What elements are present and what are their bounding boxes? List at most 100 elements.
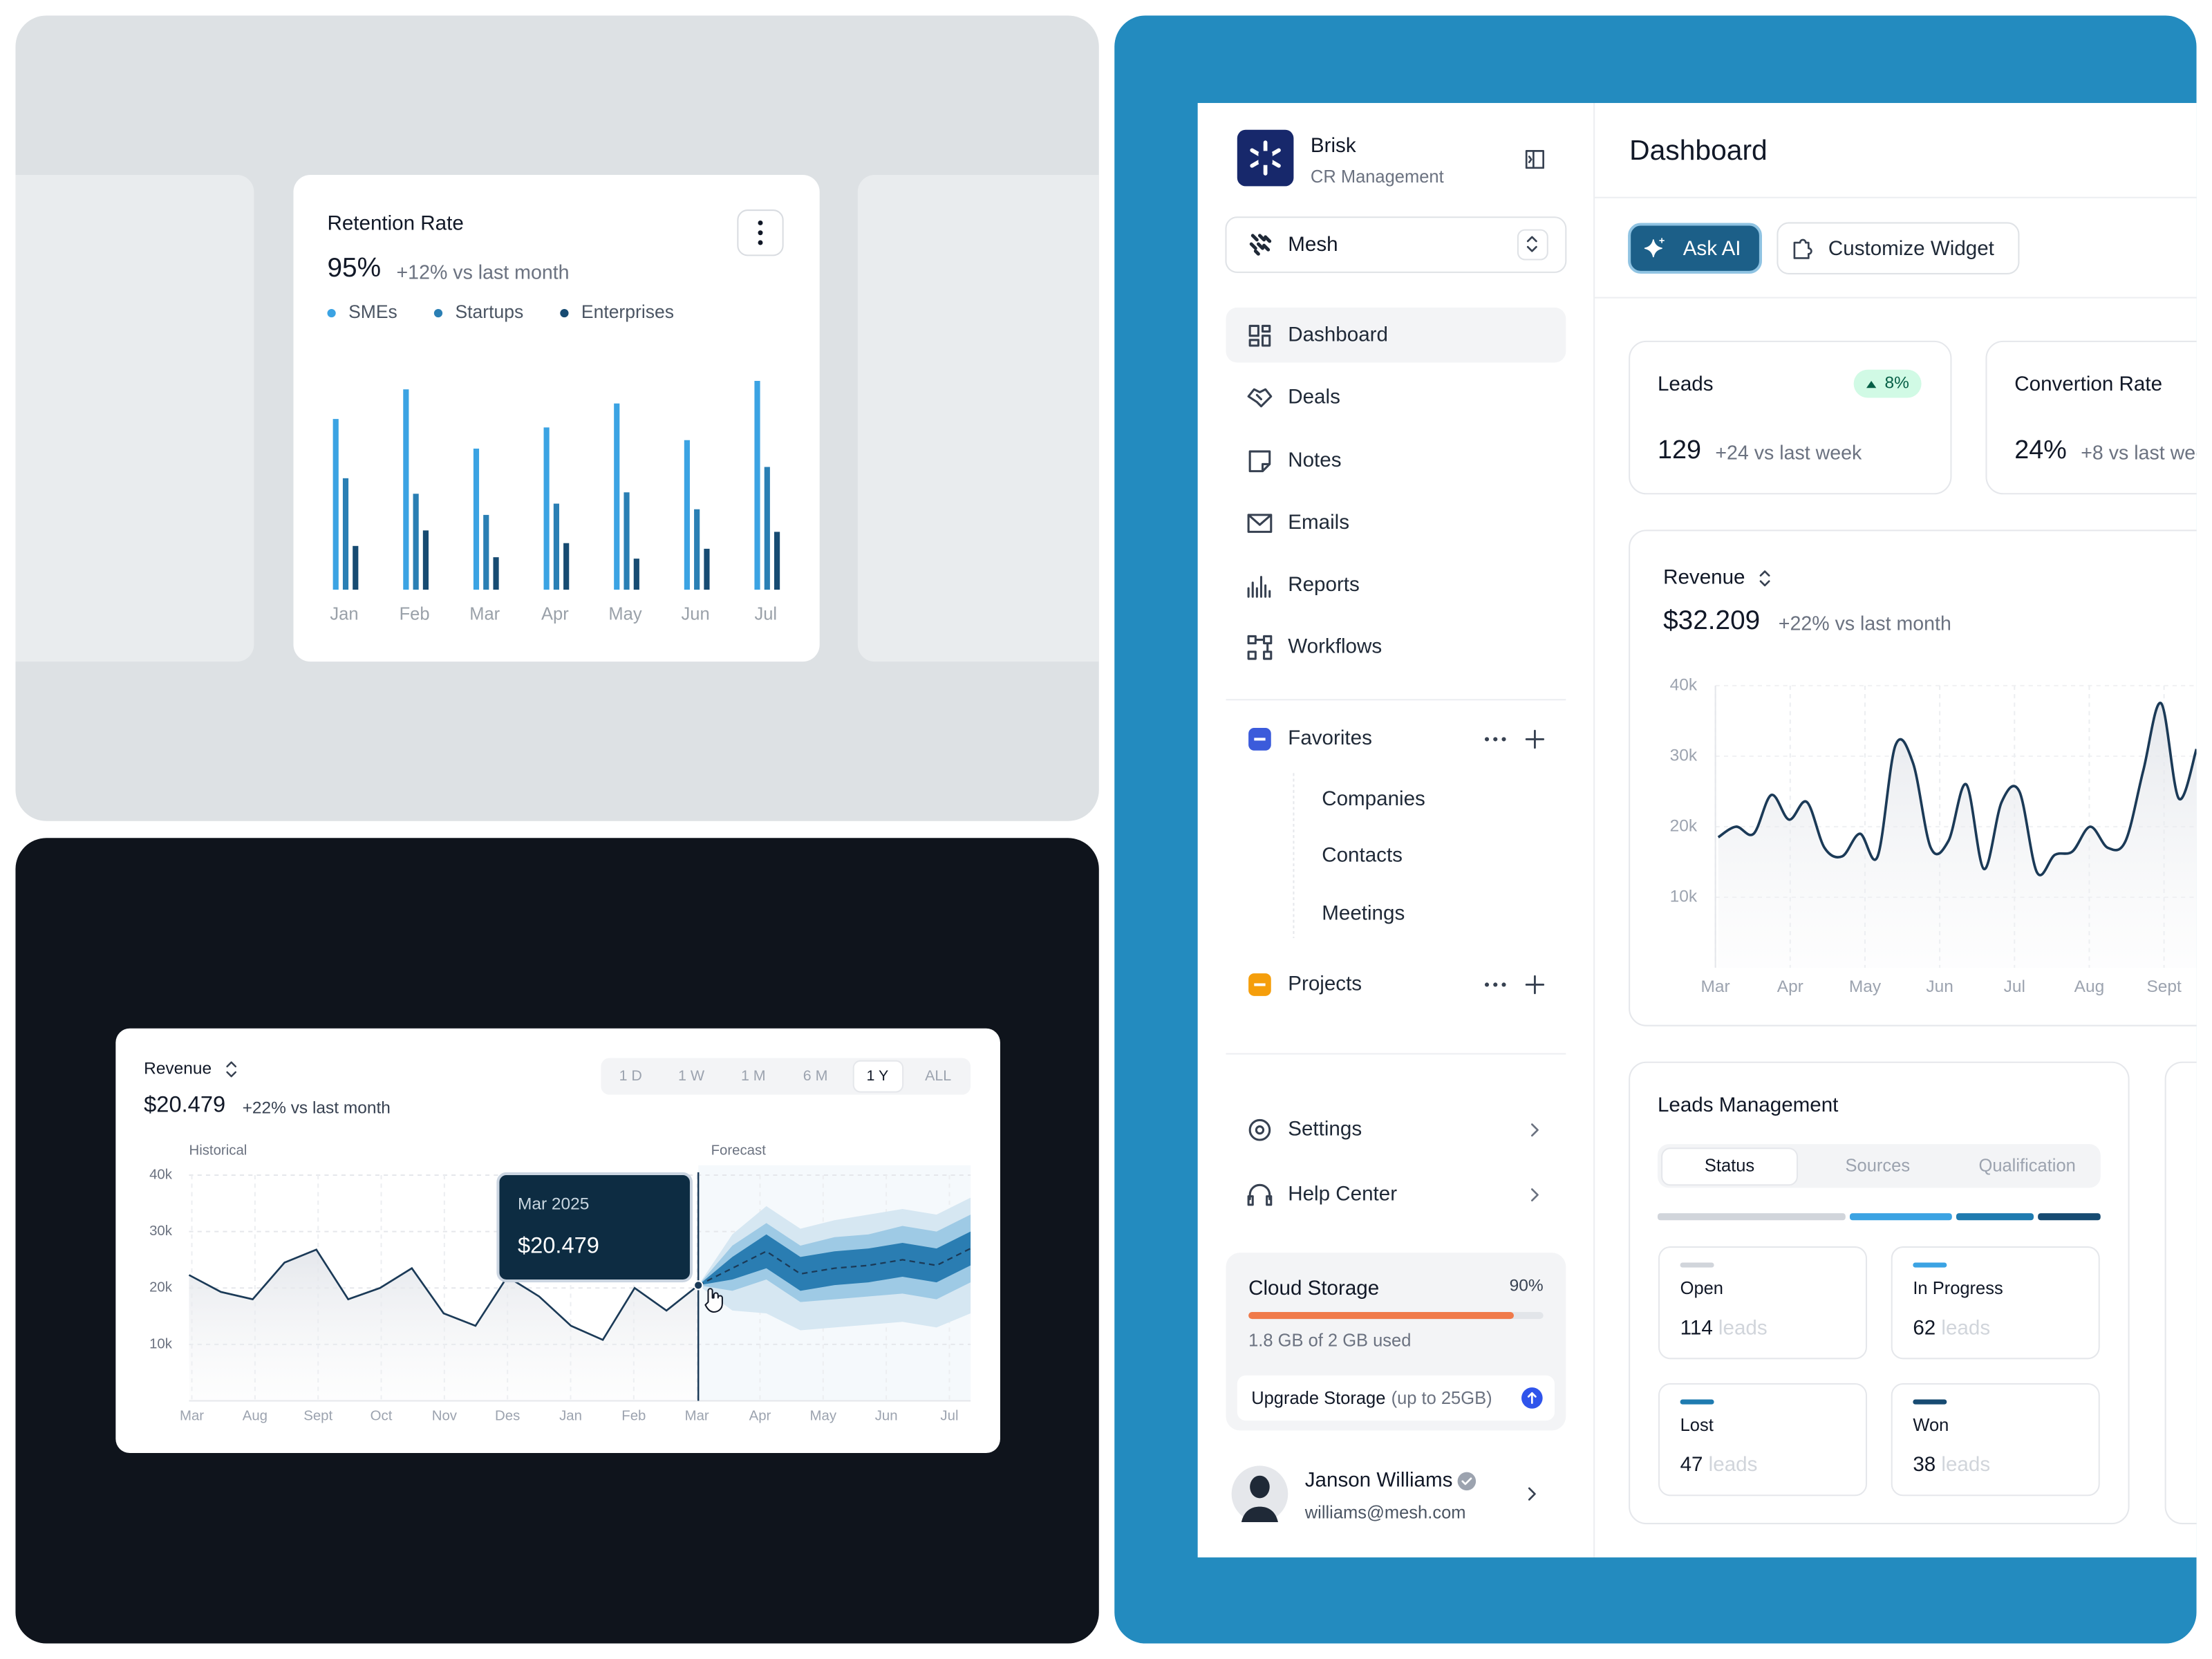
kpi-value: 95%: [327, 253, 381, 283]
nav-item[interactable]: Contacts: [1322, 844, 1403, 867]
tab[interactable]: Sources: [1846, 1156, 1911, 1175]
area: [189, 1249, 699, 1401]
x-tick-label: Feb: [621, 1408, 646, 1423]
icon: [1759, 570, 1770, 587]
progress-bar: [1248, 1311, 1514, 1320]
tab[interactable]: Status: [1705, 1156, 1754, 1175]
icon: [1247, 1183, 1273, 1206]
nav-item[interactable]: Workflows: [1288, 635, 1382, 658]
y-tick-label: 30k: [1670, 746, 1698, 765]
y-tick-label: 10k: [1670, 887, 1698, 906]
icon: [1247, 388, 1273, 408]
x-tick-label: Jul: [940, 1408, 958, 1423]
bar: [633, 559, 639, 590]
legend-label: SMEs: [348, 301, 397, 322]
range-tab[interactable]: ALL: [925, 1067, 951, 1084]
forecast-line: [697, 1248, 971, 1286]
line: [1717, 702, 2197, 877]
ghost-card: [857, 175, 1099, 662]
kpi-change: +24 vs last week: [1715, 442, 1862, 465]
tab-active: [1661, 1147, 1799, 1186]
nav-item[interactable]: Meetings: [1322, 901, 1405, 924]
status-indicator: [1913, 1399, 1947, 1405]
kpi-change: +22% vs last month: [243, 1099, 391, 1118]
status-segment: [1849, 1213, 1952, 1221]
bar: [694, 509, 700, 590]
status-segment: [1956, 1213, 2034, 1221]
icon: [1531, 1188, 1539, 1202]
x-tick-label: Jun: [682, 605, 710, 624]
storage-title: Cloud Storage: [1248, 1277, 1379, 1300]
legend-dot: [433, 308, 443, 318]
nav-item[interactable]: Reports: [1288, 573, 1360, 596]
x-tick-label: Jul: [2004, 977, 2025, 996]
range-tab[interactable]: 1 W: [678, 1067, 705, 1084]
y-tick-label: 30k: [149, 1224, 173, 1239]
status-indicator: [1680, 1262, 1714, 1268]
nav-item[interactable]: Settings: [1288, 1118, 1362, 1141]
tab[interactable]: Qualification: [1978, 1156, 2075, 1175]
range-tab[interactable]: 1 Y: [867, 1067, 889, 1084]
upgrade-label[interactable]: Upgrade Storage: [1251, 1389, 1385, 1408]
bar: [493, 557, 499, 590]
nav-item[interactable]: Help Center: [1288, 1182, 1397, 1205]
select-toggle: [1517, 229, 1548, 261]
badge: [1853, 369, 1922, 398]
page-title: Dashboard: [1629, 134, 1768, 166]
app-window: Brisk CR Management Mesh Dashboard Deals Note…: [1197, 102, 2197, 1558]
nav-item[interactable]: Emails: [1288, 511, 1349, 534]
customize-label[interactable]: Customize Widget: [1828, 237, 1994, 260]
x-tick-label: Aug: [2074, 977, 2105, 996]
x-tick-label: Jun: [1926, 977, 1953, 996]
nav-group[interactable]: Favorites: [1288, 727, 1372, 749]
badge-arrow: [1866, 381, 1877, 388]
status-name: In Progress: [1913, 1279, 2003, 1298]
x-tick-label: Mar: [469, 605, 500, 624]
icon: [1644, 238, 1665, 258]
card-title: Revenue: [144, 1059, 212, 1078]
x-tick-label: Mar: [1701, 977, 1730, 996]
status-unit: leads: [1941, 1453, 1990, 1476]
tooltip-value: $20.479: [518, 1232, 599, 1258]
kpi-title: Convertion Rate: [2014, 373, 2162, 395]
tooltip: [496, 1172, 693, 1283]
bar: [353, 545, 359, 590]
workspace-icon: [1249, 234, 1272, 256]
upgrade-button[interactable]: [1237, 1375, 1555, 1421]
bar: [543, 427, 550, 590]
bar: [553, 503, 559, 590]
icon: [1248, 450, 1271, 473]
x-tick-label: Nov: [432, 1408, 458, 1423]
status-indicator: [1680, 1399, 1714, 1405]
tooltip-label: Mar 2025: [518, 1194, 589, 1213]
status-box: [1658, 1246, 1868, 1360]
status-unit: leads: [1709, 1453, 1758, 1476]
nav-item[interactable]: Companies: [1322, 787, 1425, 810]
range-tab[interactable]: 1 M: [741, 1067, 766, 1084]
nav-group[interactable]: Projects: [1288, 972, 1362, 995]
status-box: [1891, 1246, 2100, 1360]
nav-item[interactable]: Deals: [1288, 385, 1340, 408]
status-count: 47: [1680, 1453, 1703, 1476]
bar: [764, 467, 770, 590]
customize-button[interactable]: [1777, 222, 2020, 274]
kpi-change: +22% vs last month: [1779, 613, 1951, 635]
range-tab[interactable]: 1 D: [619, 1067, 642, 1084]
bar: [614, 403, 620, 590]
ask-ai-label[interactable]: Ask AI: [1683, 237, 1741, 260]
kpi-card: [1985, 340, 2197, 495]
kpi-title: Leads: [1658, 373, 1714, 395]
range-tab[interactable]: 6 M: [803, 1067, 828, 1084]
ask-ai-button[interactable]: [1628, 223, 1762, 274]
kpi-value: 24%: [2014, 435, 2067, 464]
bar: [624, 492, 630, 590]
user-email: williams@mesh.com: [1304, 1503, 1466, 1523]
more-dot: [1484, 982, 1490, 987]
nav-item[interactable]: Dashboard: [1288, 324, 1388, 346]
x-tick-label: May: [1849, 977, 1882, 996]
card-title: Revenue: [1663, 566, 1745, 589]
line: [188, 1248, 700, 1342]
x-tick-label: Mar: [180, 1408, 204, 1423]
nav-item[interactable]: Notes: [1288, 449, 1341, 471]
workspace-select[interactable]: [1225, 216, 1567, 273]
